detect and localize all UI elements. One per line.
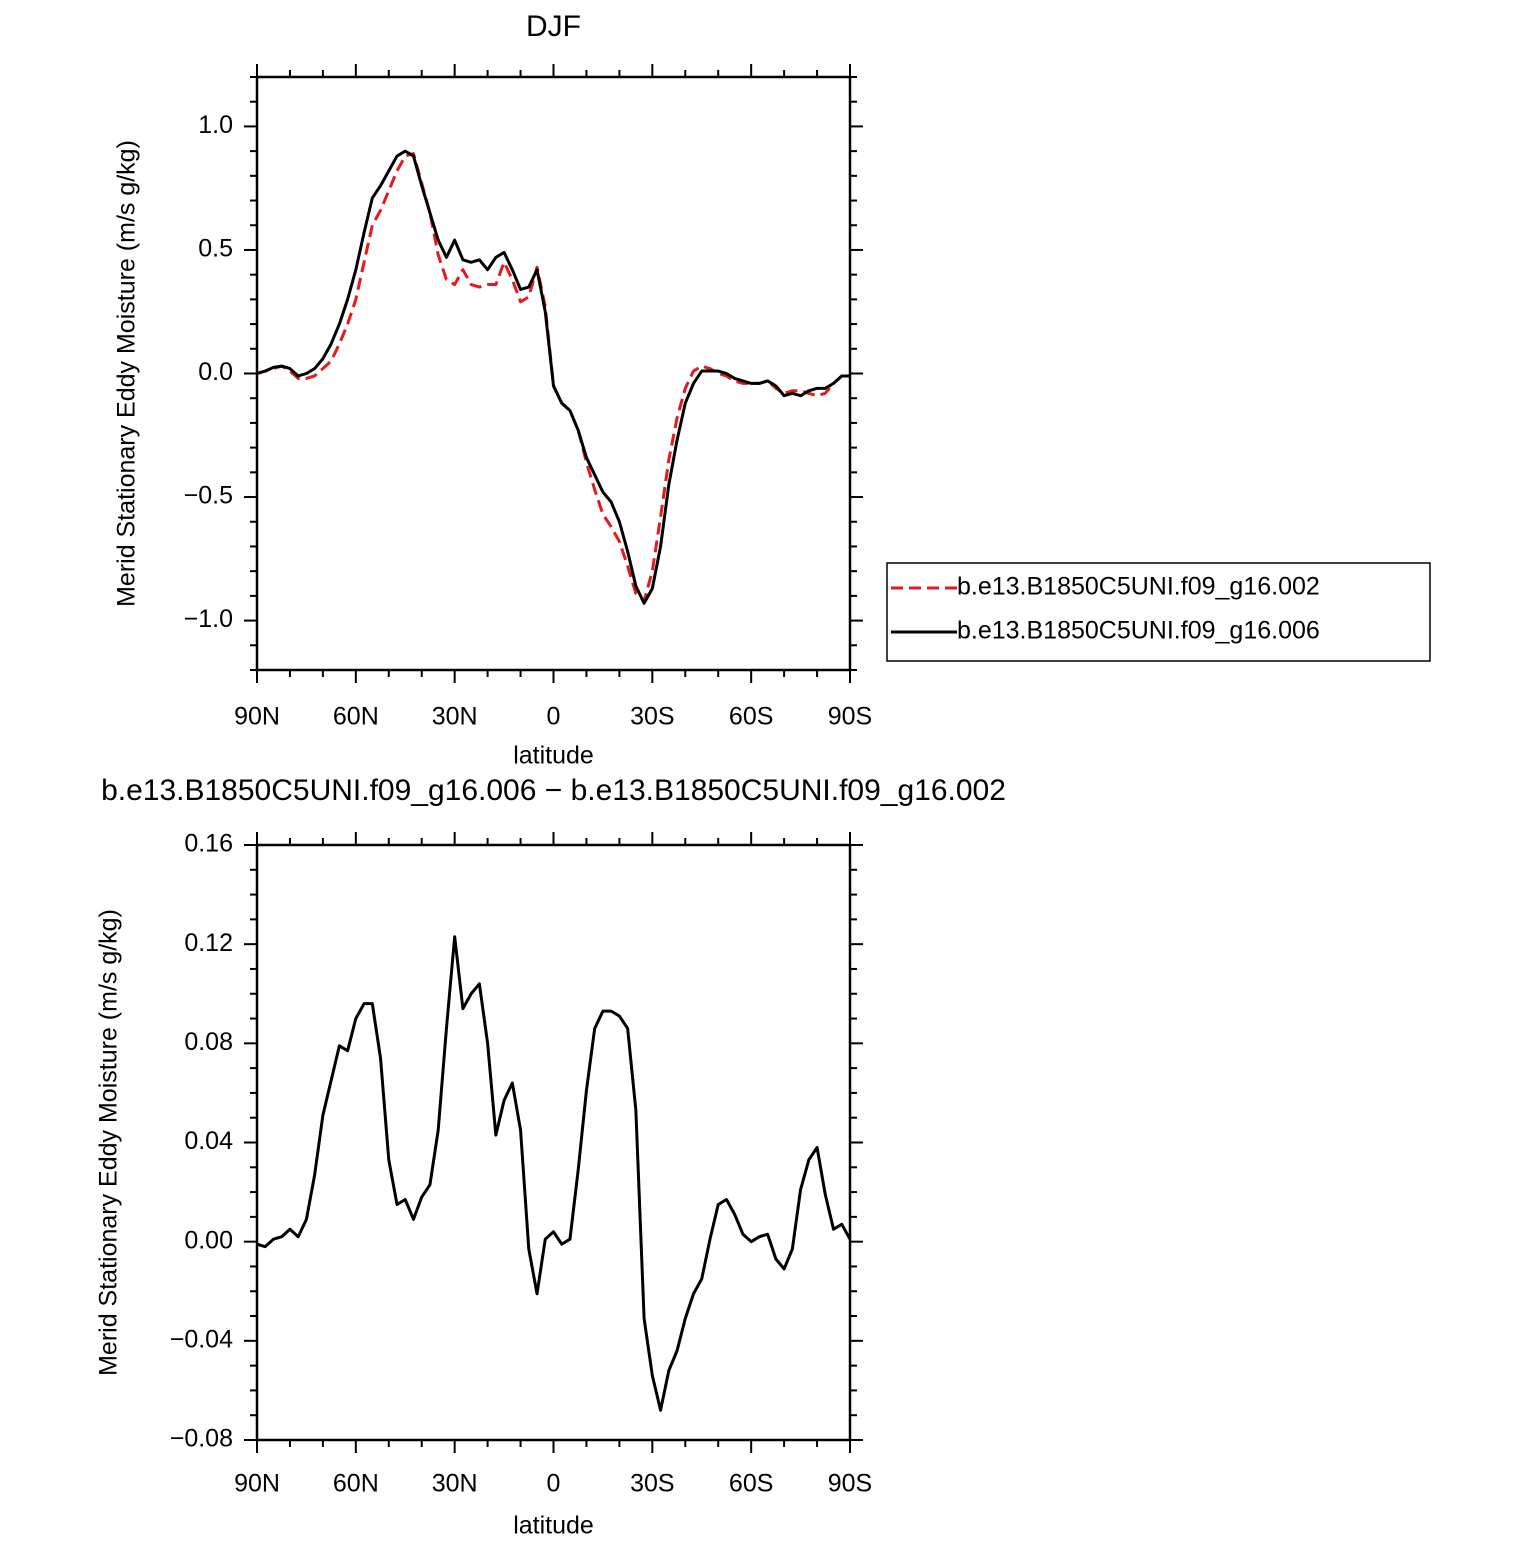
y-tick-label: 0.00 [184,1226,233,1254]
chart-title: b.e13.B1850C5UNI.f09_g16.006 − b.e13.B18… [101,774,1006,807]
x-tick-label: 0 [547,1470,561,1498]
plot-frame [255,843,852,1442]
y-tick-label: −0.5 [184,482,233,510]
y-tick-label: 1.0 [198,111,233,139]
y-tick-label: 0.08 [184,1028,233,1056]
x-tick-label: 60N [333,1470,379,1498]
x-tick-label: 60S [729,703,773,731]
x-tick-label: 60S [729,1470,773,1498]
y-axis-title: Merid Stationary Eddy Moisture (m/s g/kg… [95,909,123,1376]
y-tick-label: 0.12 [184,929,233,957]
x-tick-label: 90S [828,1470,872,1498]
y-tick-label: 0.04 [184,1127,233,1155]
x-tick-label: 30S [630,1470,674,1498]
legend-label: b.e13.B1850C5UNI.f09_g16.006 [957,617,1320,645]
x-axis-title: latitude [513,742,594,770]
x-tick-label: 90S [828,703,872,731]
x-tick-label: 60N [333,703,379,731]
data-line [256,935,852,1412]
x-tick-label: 90N [234,1470,280,1498]
y-tick-label: −1.0 [184,605,233,633]
y-tick-label: 0.0 [198,358,233,386]
y-axis-title: Merid Stationary Eddy Moisture (m/s g/kg… [113,140,141,607]
x-tick-label: 30N [432,703,478,731]
y-tick-label: 0.16 [184,830,233,858]
x-tick-label: 30S [630,703,674,731]
y-tick-label: −0.08 [170,1425,233,1453]
x-tick-label: 0 [547,703,561,731]
y-tick-label: 0.5 [198,235,233,263]
y-tick-label: −0.04 [170,1325,233,1353]
x-tick-label: 90N [234,703,280,731]
legend-label: b.e13.B1850C5UNI.f09_g16.002 [957,573,1320,601]
x-axis-title: latitude [513,1512,594,1540]
chart-title: DJF [526,10,581,43]
data-line [256,149,850,605]
legend-box [886,562,1431,662]
x-tick-label: 30N [432,1470,478,1498]
